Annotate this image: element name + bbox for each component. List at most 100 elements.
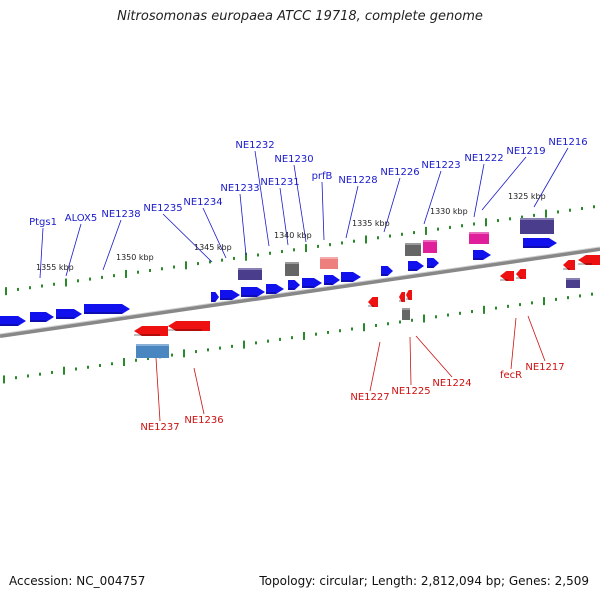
major-tick [185, 261, 187, 270]
gene-shadow [302, 286, 314, 288]
minor-tick [353, 239, 355, 243]
minor-tick [111, 362, 113, 366]
scale-label: 1335 kbp [352, 219, 390, 228]
minor-tick [509, 217, 511, 221]
rna-feature-block [402, 308, 410, 320]
forward-leader-line [293, 164, 307, 243]
forward-gene-label: NE1222 [464, 153, 503, 164]
minor-tick [147, 357, 149, 361]
major-tick [5, 287, 7, 296]
block-highlight [520, 218, 554, 220]
forward-gene-arrow [0, 316, 26, 326]
forward-gene-arrow [427, 258, 439, 268]
minor-tick [327, 330, 329, 334]
forward-gene-arrow [473, 250, 491, 260]
rna-feature-block [405, 243, 421, 256]
forward-gene-arrow [241, 287, 265, 297]
minor-tick [437, 227, 439, 231]
minor-tick [519, 303, 521, 307]
major-tick [485, 218, 487, 227]
minor-tick [99, 364, 101, 367]
minor-tick [161, 267, 163, 271]
reverse-leader-line [510, 317, 517, 370]
accession-text: Accession: NC_004757 [9, 574, 146, 588]
reverse-gene-arrow [578, 255, 600, 265]
forward-gene-label: NE1228 [338, 175, 377, 186]
reverse-gene-label: NE1217 [525, 362, 564, 373]
minor-tick [533, 213, 535, 217]
major-tick [183, 349, 185, 358]
minor-tick [449, 225, 451, 229]
minor-tick [507, 304, 509, 308]
scale-label: 1340 kbp [274, 231, 312, 240]
minor-tick [339, 329, 341, 333]
forward-gene-label: NE1231 [260, 177, 299, 188]
gene-features [0, 218, 600, 358]
reverse-gene-arrow [399, 292, 405, 302]
minor-tick [77, 279, 79, 283]
major-tick [243, 340, 245, 349]
block-highlight [469, 232, 489, 234]
gene-shadow [381, 274, 388, 276]
gene-shadow [30, 320, 46, 322]
forward-gene-arrow [211, 292, 219, 302]
block-highlight [285, 262, 299, 264]
backbone-line [0, 247, 600, 338]
scale-label: 1325 kbp [508, 192, 546, 201]
minor-tick [51, 370, 53, 374]
minor-tick [75, 367, 77, 371]
reverse-gene-label: NE1225 [391, 386, 430, 397]
scale-label: 1350 kbp [116, 253, 154, 262]
gene-shadow [56, 317, 74, 319]
scale-label: 1355 kbp [36, 263, 74, 272]
reverse-gene-arrow [500, 271, 514, 281]
block-highlight [423, 240, 437, 242]
major-tick [543, 297, 545, 306]
minor-tick [401, 232, 403, 236]
gene-shadow [399, 300, 403, 302]
forward-leader-line [162, 213, 213, 263]
minor-tick [567, 296, 569, 300]
gene-shadow [578, 263, 592, 265]
rna-feature-block [566, 278, 580, 288]
minor-tick [279, 337, 281, 341]
reverse-gene-label: NE1224 [432, 378, 471, 389]
minor-tick [17, 287, 19, 291]
minor-tick [255, 341, 257, 345]
minor-tick [89, 277, 91, 281]
forward-gene-arrow [302, 278, 322, 288]
forward-gene-label: NE1233 [220, 183, 259, 194]
minor-tick [173, 265, 175, 269]
forward-gene-label: NE1235 [143, 203, 182, 214]
forward-gene-arrow [381, 266, 393, 276]
forward-leader-line [279, 187, 289, 246]
minor-tick [219, 346, 221, 350]
block-highlight [320, 257, 338, 259]
forward-gene-arrow [341, 272, 361, 282]
reverse-gene-arrow [516, 269, 526, 279]
minor-tick [197, 262, 199, 266]
minor-tick [435, 315, 437, 319]
forward-gene-label: NE1216 [548, 137, 587, 148]
gene-shadow [406, 298, 410, 300]
reverse-leader-line [527, 315, 546, 362]
reverse-leader-line [415, 335, 453, 378]
minor-tick [341, 241, 343, 245]
rna-feature-block [238, 268, 262, 280]
gene-shadow [84, 312, 122, 314]
forward-gene-label: NE1234 [183, 197, 222, 208]
forward-leader-line [473, 163, 485, 218]
rna-feature-block [423, 240, 437, 253]
forward-gene-label: NE1238 [101, 209, 140, 220]
reverse-leader-line [193, 367, 205, 415]
minor-tick [591, 292, 593, 296]
minor-tick [411, 318, 413, 322]
rna-feature-block [136, 344, 169, 358]
forward-leader-line [102, 219, 122, 271]
minor-tick [291, 336, 293, 340]
minor-tick [581, 206, 583, 210]
forward-leader-line [239, 193, 247, 256]
minor-tick [87, 365, 89, 369]
